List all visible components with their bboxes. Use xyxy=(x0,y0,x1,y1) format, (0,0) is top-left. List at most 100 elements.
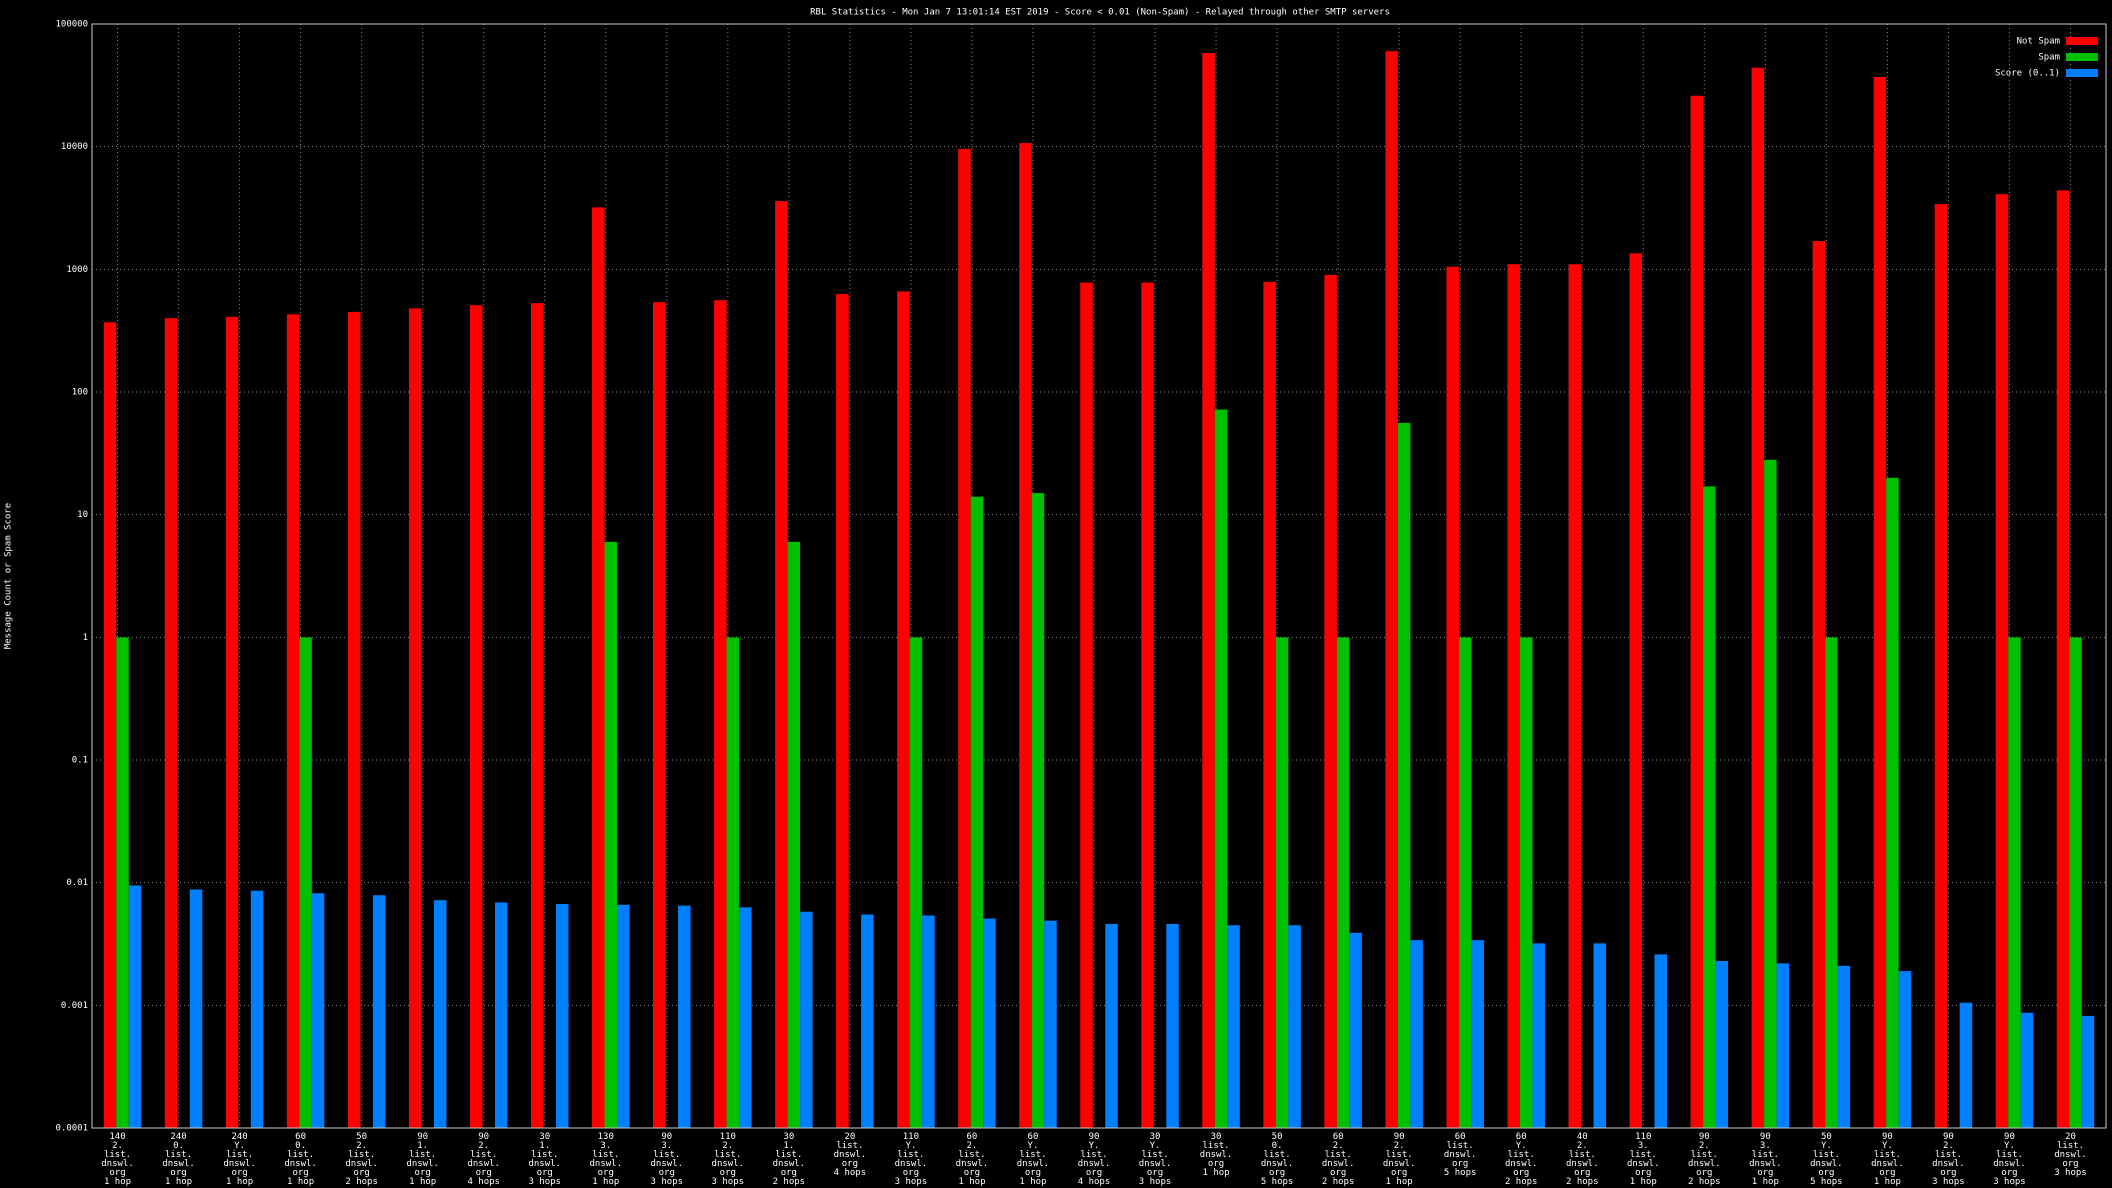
bar xyxy=(1471,940,1484,1128)
bar xyxy=(225,316,239,1128)
bar xyxy=(800,911,813,1128)
x-tick-label-line: list. xyxy=(348,1150,375,1160)
bar xyxy=(1166,924,1179,1128)
x-tick-label: 60 Y. list. dnswl. org 2 hops xyxy=(1505,1132,1538,1187)
bar xyxy=(1410,940,1423,1128)
bar xyxy=(983,918,996,1128)
x-tick-label-line: dnswl. xyxy=(1810,1159,1843,1169)
x-tick-label-line: 20 xyxy=(2065,1132,2076,1142)
x-tick-label-line: org xyxy=(2001,1168,2017,1178)
x-tick-label-line: list. xyxy=(287,1150,314,1160)
x-tick-label-line: 2 hops xyxy=(1322,1177,1355,1187)
x-tick-label-line: list. xyxy=(1080,1150,1107,1160)
x-tick-label-line: org xyxy=(1513,1168,1529,1178)
x-tick-label-line: 3 hops xyxy=(1993,1177,2026,1187)
x-tick-label-line: 2. xyxy=(722,1141,733,1151)
bar xyxy=(1214,409,1228,1128)
bar xyxy=(1995,194,2009,1129)
bar xyxy=(1031,493,1045,1128)
x-tick-label: 130 3. list. dnswl. org 1 hop xyxy=(589,1132,622,1187)
x-tick-label: 110 3. list. dnswl. org 1 hop xyxy=(1627,1132,1660,1187)
x-tick-label-line: 60 xyxy=(1028,1132,1039,1142)
bar xyxy=(1532,943,1545,1128)
bar xyxy=(1654,954,1668,1128)
x-tick-label-line: list. xyxy=(958,1150,985,1160)
x-tick-label-line: 110 xyxy=(720,1132,736,1142)
x-tick-label-line: list. xyxy=(1325,1150,1352,1160)
x-tick-label-line: 30 xyxy=(1211,1132,1222,1142)
x-tick-label-line: 60 xyxy=(1455,1132,1466,1142)
x-tick-label-line: list. xyxy=(1264,1150,1291,1160)
x-tick-label: 90 2. list. dnswl. org 4 hops xyxy=(467,1132,500,1187)
x-tick-label-line: Y. xyxy=(1028,1141,1039,1151)
x-tick-label-line: 2. xyxy=(967,1141,978,1151)
x-tick-label-line: 90 xyxy=(1699,1132,1710,1142)
bar xyxy=(1202,53,1215,1128)
x-tick-label: 90 2. list. dnswl. org 1 hop xyxy=(1383,1132,1416,1187)
bar xyxy=(787,541,801,1128)
x-tick-label-line: org xyxy=(903,1168,919,1178)
bar xyxy=(1703,486,1716,1128)
bar xyxy=(922,915,935,1128)
bar xyxy=(1288,925,1301,1128)
x-tick-label-line: 90 xyxy=(1089,1132,1100,1142)
x-tick-label-line: 60 xyxy=(295,1132,306,1142)
bar xyxy=(1629,253,1643,1129)
x-tick-label: 90 2. list. dnswl. org 2 hops xyxy=(1688,1132,1721,1187)
x-tick-label-line: org xyxy=(1391,1168,1407,1178)
x-tick-label-line: Y. xyxy=(1089,1141,1100,1151)
x-tick-label-line: 140 xyxy=(109,1132,125,1142)
bar xyxy=(494,902,508,1128)
x-tick-label-line: org xyxy=(781,1168,797,1178)
y-tick-label: 100 xyxy=(72,388,88,398)
bar xyxy=(372,895,386,1128)
x-tick-label-line: 60 xyxy=(1516,1132,1527,1142)
bar xyxy=(116,637,129,1128)
x-tick-label-line: 1. xyxy=(539,1141,550,1151)
y-tick-label: 0.0001 xyxy=(55,1124,88,1134)
x-tick-label: 90 1. list. dnswl. org 1 hop xyxy=(406,1132,439,1187)
x-tick-label-line: 90 xyxy=(661,1132,672,1142)
bar xyxy=(189,889,203,1128)
x-tick-label-line: 2. xyxy=(1394,1141,1405,1151)
x-tick-label-line: dnswl. xyxy=(1871,1159,1904,1169)
bar xyxy=(592,207,605,1128)
x-tick-label-line: list. xyxy=(775,1150,802,1160)
x-tick-label-line: dnswl. xyxy=(1444,1150,1477,1160)
x-tick-label-line: list. xyxy=(409,1150,436,1160)
bar xyxy=(1336,637,1350,1128)
x-tick-label-line: 2 hops xyxy=(1505,1177,1538,1187)
x-tick-label-line: 1 hop xyxy=(287,1177,314,1187)
x-tick-label-line: 1 hop xyxy=(226,1177,253,1187)
x-tick-label-line: 1 hop xyxy=(1630,1177,1657,1187)
x-tick-label: 110 Y. list. dnswl. org 3 hops xyxy=(895,1132,928,1187)
x-tick-label: 20 list. dnswl. org 3 hops xyxy=(2054,1132,2087,1178)
x-tick-label-line: dnswl. xyxy=(1505,1159,1538,1169)
y-tick-label: 10000 xyxy=(61,142,88,152)
x-tick-label-line: 2. xyxy=(112,1141,123,1151)
x-tick-label-line: 0. xyxy=(173,1141,184,1151)
x-tick-label: 90 Y. list. dnswl. org 4 hops xyxy=(1078,1132,1111,1187)
x-tick-label-line: list. xyxy=(1630,1150,1657,1160)
x-tick-label: 90 3. list. dnswl. org 3 hops xyxy=(651,1132,684,1187)
x-tick-label-line: 50 xyxy=(356,1132,367,1142)
bar xyxy=(1934,204,1948,1129)
x-tick-label: 110 2. list. dnswl. org 3 hops xyxy=(712,1132,745,1187)
bar xyxy=(1507,264,1520,1128)
x-tick-label-line: 1 hop xyxy=(1019,1177,1046,1187)
x-tick-label-line: 2. xyxy=(1943,1141,1954,1151)
bar xyxy=(897,291,910,1129)
legend-label: Score (0..1) xyxy=(1995,69,2060,79)
x-tick-label-line: 30 xyxy=(539,1132,550,1142)
x-tick-label-line: org xyxy=(659,1168,675,1178)
x-tick-label-line: 3. xyxy=(1638,1141,1649,1151)
x-tick-label-line: org xyxy=(354,1168,370,1178)
x-tick-label-line: dnswl. xyxy=(1261,1159,1294,1169)
bar xyxy=(311,893,325,1128)
bar xyxy=(1397,422,1411,1129)
x-tick-label-line: list. xyxy=(1019,1150,1046,1160)
bar xyxy=(299,637,312,1128)
bar xyxy=(1873,76,1887,1128)
bar xyxy=(604,541,618,1128)
